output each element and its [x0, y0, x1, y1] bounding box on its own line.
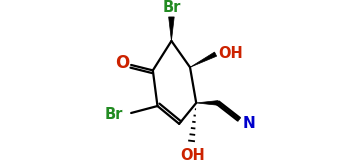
Text: N: N — [243, 116, 256, 131]
Polygon shape — [169, 17, 174, 41]
Text: O: O — [115, 54, 130, 72]
Text: Br: Br — [162, 0, 181, 15]
Text: OH: OH — [180, 148, 205, 163]
Polygon shape — [190, 52, 217, 67]
Text: Br: Br — [104, 107, 123, 122]
Polygon shape — [196, 101, 218, 105]
Text: OH: OH — [219, 46, 244, 61]
